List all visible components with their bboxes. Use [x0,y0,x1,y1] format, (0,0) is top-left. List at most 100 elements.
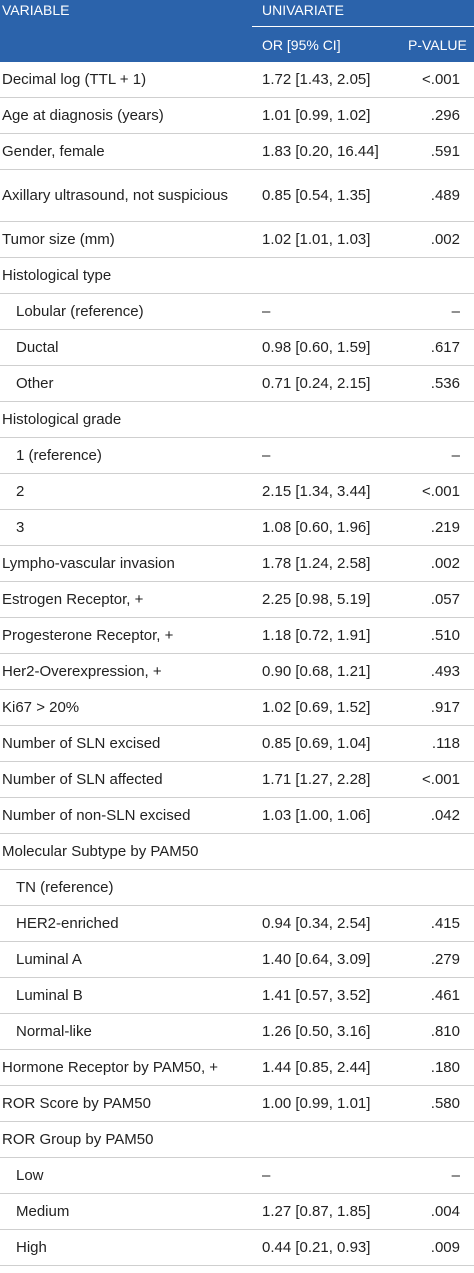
p-value-cell: .415 [430,915,460,932]
variable-cell: HER2-enriched [16,915,119,932]
variable-cell: Number of SLN affected [2,771,163,788]
table-row: Ductal 0.98 [0.60, 1.59] .617 [0,330,474,366]
variable-cell: Ki67 > 20% [2,699,80,716]
or-cell: – [262,1167,271,1184]
p-value-cell: .004 [430,1203,460,1220]
p-value-cell: .219 [430,519,460,536]
variable-cell: 3 [16,519,25,536]
table-row: Tumor size (mm) 1.02 [1.01, 1.03] .002 [0,222,474,258]
variable-cell: Tumor size (mm) [2,231,115,248]
table-row: Luminal B 1.41 [0.57, 3.52] .461 [0,978,474,1014]
table-row: Estrogen Receptor, + 2.25 [0.98, 5.19] .05… [0,582,474,618]
variable-cell: 1 (reference) [16,447,102,464]
variable-cell: Axillary ultrasound, not suspicious [2,187,228,204]
or-cell: 0.90 [0.68, 1.21] [262,663,371,680]
table-row: Gender, female 1.83 [0.20, 16.44] .591 [0,134,474,170]
or-cell: 1.01 [0.99, 1.02] [262,107,371,124]
table-row: Other 0.71 [0.24, 2.15] .536 [0,366,474,402]
table-row: Low – – [0,1158,474,1194]
header-group: UNIVARIATE [262,2,344,18]
or-cell: 1.83 [0.20, 16.44] [262,143,379,160]
p-value-cell: .917 [430,699,460,716]
or-cell: 1.03 [1.00, 1.06] [262,807,371,824]
p-value-cell: .118 [431,735,460,752]
p-value-cell: – [451,1167,460,1184]
or-cell: 0.44 [0.21, 0.93] [262,1239,371,1256]
p-value-cell: .536 [430,375,460,392]
table-row: 3 1.08 [0.60, 1.96] .219 [0,510,474,546]
or-cell: – [262,303,271,320]
table-row: Number of SLN affected 1.71 [1.27, 2.28] <… [0,762,474,798]
table-row: High 0.44 [0.21, 0.93] .009 [0,1230,474,1266]
variable-cell: Hormone Receptor by PAM50, + [2,1059,219,1076]
variable-cell: Other [16,375,54,392]
or-cell: 0.85 [0.69, 1.04] [262,735,371,752]
variable-cell: Ductal [16,339,59,356]
variable-cell: Lympho-vascular invasion [2,555,175,572]
p-value-cell: .461 [430,987,460,1004]
p-value-cell: .580 [430,1095,460,1112]
table-row: Histological type [0,258,474,294]
or-cell: 1.78 [1.24, 2.58] [262,555,371,572]
or-cell: 1.41 [0.57, 3.52] [262,987,371,1004]
or-cell: 1.00 [0.99, 1.01] [262,1095,371,1112]
or-cell: 1.02 [0.69, 1.52] [262,699,371,716]
table-row: Lympho-vascular invasion 1.78 [1.24, 2.58… [0,546,474,582]
table-row: Axillary ultrasound, not suspicious 0.85 … [0,170,474,222]
or-cell: 1.71 [1.27, 2.28] [262,771,371,788]
table-row: 1 (reference) – – [0,438,474,474]
or-cell: 0.71 [0.24, 2.15] [262,375,371,392]
or-cell: 1.72 [1.43, 2.05] [262,71,371,88]
table-row: Number of non-SLN excised 1.03 [1.00, 1.0… [0,798,474,834]
p-value-cell: <.001 [422,483,460,500]
table-row: Age at diagnosis (years) 1.01 [0.99, 1.02… [0,98,474,134]
table-row: 2 2.15 [1.34, 3.44] <.001 [0,474,474,510]
p-value-cell: – [451,447,460,464]
table-header: VARIABLE UNIVARIATE OR [95% CI] P-VALUE [0,0,474,62]
table-row: Lobular (reference) – – [0,294,474,330]
variable-cell: Histological grade [2,411,122,428]
variable-cell: Low [16,1167,44,1184]
variable-cell: ROR Score by PAM50 [2,1095,151,1112]
variable-cell: Number of SLN excised [2,735,161,752]
table-row: Luminal A 1.40 [0.64, 3.09] .279 [0,942,474,978]
table-body: Decimal log (TTL + 1) 1.72 [1.43, 2.05] <.… [0,62,474,1266]
variable-cell: Luminal A [16,951,82,968]
p-value-cell: .042 [430,807,460,824]
or-cell: – [262,447,271,464]
or-cell: 0.98 [0.60, 1.59] [262,339,371,356]
table-row: Ki67 > 20% 1.02 [0.69, 1.52] .917 [0,690,474,726]
variable-cell: Gender, female [2,143,105,160]
variable-cell: TN (reference) [16,879,114,896]
table-row: HER2-enriched 0.94 [0.34, 2.54] .415 [0,906,474,942]
table-row: TN (reference) [0,870,474,906]
or-cell: 0.94 [0.34, 2.54] [262,915,371,932]
p-value-cell: .279 [430,951,460,968]
variable-cell: ROR Group by PAM50 [2,1131,154,1148]
variable-cell: Luminal B [16,987,83,1004]
table-row: Hormone Receptor by PAM50, + 1.44 [0.85, … [0,1050,474,1086]
p-value-cell: .002 [430,555,460,572]
or-cell: 1.18 [0.72, 1.91] [262,627,371,644]
table-row: Normal-like 1.26 [0.50, 3.16] .810 [0,1014,474,1050]
variable-cell: Her2-Overexpression, + [2,663,162,680]
p-value-cell: .009 [430,1239,460,1256]
or-cell: 1.02 [1.01, 1.03] [262,231,371,248]
table-row: Number of SLN excised 0.85 [0.69, 1.04] .1… [0,726,474,762]
variable-cell: Age at diagnosis (years) [2,107,164,124]
table-row: Decimal log (TTL + 1) 1.72 [1.43, 2.05] <.… [0,62,474,98]
table-row: Her2-Overexpression, + 0.90 [0.68, 1.21].… [0,654,474,690]
or-cell: 0.85 [0.54, 1.35] [262,187,371,204]
variable-cell: 2 [16,483,25,500]
p-value-cell: .493 [430,663,460,680]
variable-cell: Normal-like [16,1023,92,1040]
p-value-cell: .591 [430,143,460,160]
variable-cell: Number of non-SLN excised [2,807,191,824]
p-value-cell: <.001 [422,771,460,788]
table-row: Progesterone Receptor, + 1.18 [0.72, 1.91… [0,618,474,654]
table-row: ROR Group by PAM50 [0,1122,474,1158]
or-cell: 2.15 [1.34, 3.44] [262,483,371,500]
p-value-cell: – [451,303,460,320]
p-value-cell: .002 [430,231,460,248]
